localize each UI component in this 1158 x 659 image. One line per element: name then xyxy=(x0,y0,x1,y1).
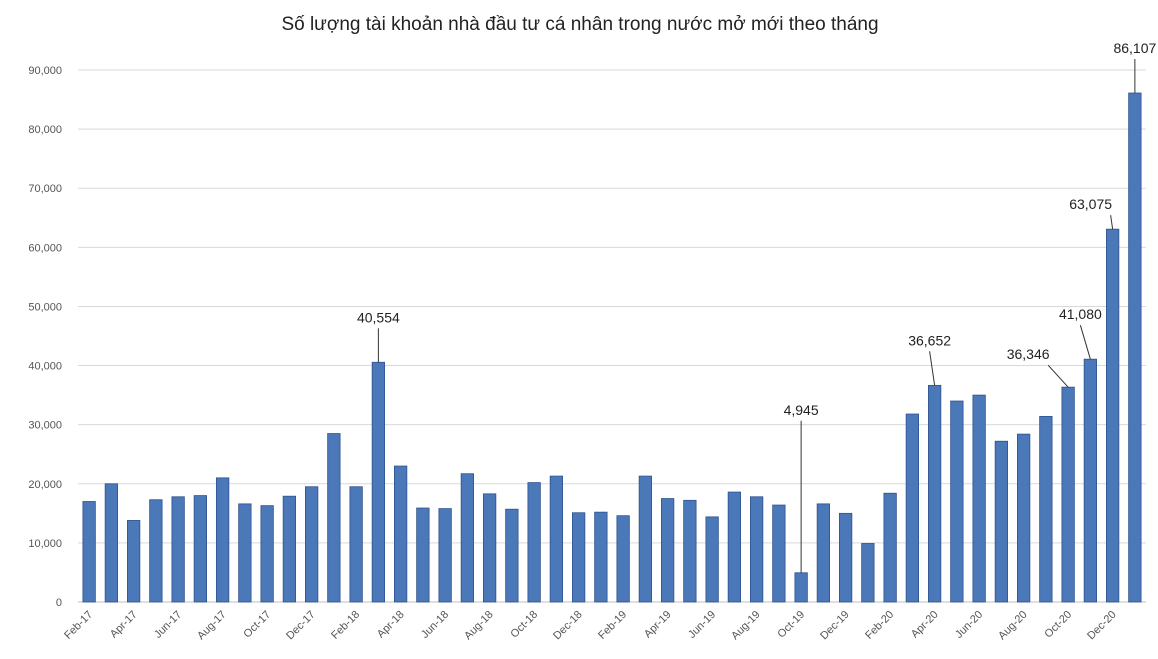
x-tick-label: Dec-20 xyxy=(1085,609,1119,643)
bar xyxy=(994,440,1009,603)
bar xyxy=(126,520,141,603)
y-tick-label: 40,000 xyxy=(28,361,62,373)
bar xyxy=(816,503,831,603)
bar xyxy=(1128,92,1142,603)
bar xyxy=(638,475,653,603)
bar xyxy=(1016,433,1031,603)
y-tick-label: 20,000 xyxy=(28,479,62,491)
bar xyxy=(571,512,586,603)
y-tick-label: 60,000 xyxy=(28,242,62,254)
bar xyxy=(304,486,319,603)
chart-title: Số lượng tài khoản nhà đầu tư cá nhân tr… xyxy=(281,14,878,35)
bar xyxy=(927,384,942,603)
value-label: 40,554 xyxy=(357,309,400,325)
x-tick-label: Aug-18 xyxy=(462,609,496,643)
bar xyxy=(193,495,208,603)
bar xyxy=(1061,386,1075,603)
bar xyxy=(1083,358,1098,603)
bar xyxy=(772,504,786,603)
y-tick-label: 90,000 xyxy=(28,65,62,77)
x-tick-label: Feb-18 xyxy=(329,609,362,642)
x-tick-label: Aug-17 xyxy=(195,609,229,643)
x-tick-label: Jun-18 xyxy=(419,609,451,641)
bar xyxy=(549,475,564,603)
x-tick-label: Oct-17 xyxy=(241,609,273,641)
x-tick-label: Jun-17 xyxy=(152,609,184,641)
y-tick-label: 30,000 xyxy=(28,420,62,432)
bar xyxy=(482,493,497,603)
bar xyxy=(393,465,408,603)
bar xyxy=(616,515,630,603)
x-tick-label: Feb-20 xyxy=(863,609,896,642)
y-tick-label: 50,000 xyxy=(28,301,62,313)
bar xyxy=(349,486,363,603)
bar xyxy=(238,503,252,603)
x-tick-label: Oct-20 xyxy=(1042,609,1074,641)
leader-line xyxy=(1047,364,1069,388)
x-tick-label: Feb-19 xyxy=(596,609,629,642)
bar xyxy=(727,491,742,603)
value-label: 4,945 xyxy=(784,402,819,418)
leader-line xyxy=(1110,215,1114,230)
x-tick-label: Jun-20 xyxy=(953,609,985,641)
value-label: 36,652 xyxy=(908,332,951,348)
bar xyxy=(905,413,920,603)
x-tick-label: Apr-17 xyxy=(108,609,140,641)
x-tick-label: Jun-19 xyxy=(686,609,718,641)
bar xyxy=(215,477,230,603)
x-tick-label: Dec-17 xyxy=(284,609,318,643)
bar xyxy=(705,516,719,603)
x-tick-label: Apr-20 xyxy=(909,609,941,641)
bar xyxy=(171,496,185,603)
bar xyxy=(883,492,897,603)
bar xyxy=(794,572,808,603)
value-label: 63,075 xyxy=(1069,196,1112,212)
bar xyxy=(683,499,697,603)
y-tick-label: 70,000 xyxy=(28,183,62,195)
bar xyxy=(282,495,297,603)
bar xyxy=(104,483,119,603)
bar xyxy=(594,511,608,603)
x-tick-label: Oct-18 xyxy=(508,609,540,641)
bar xyxy=(972,394,986,603)
bar xyxy=(660,498,675,603)
bar xyxy=(149,499,163,603)
bar xyxy=(950,400,964,603)
x-tick-label: Feb-17 xyxy=(62,609,95,642)
value-label: 41,080 xyxy=(1059,306,1102,322)
bar xyxy=(371,361,386,603)
x-tick-label: Aug-19 xyxy=(729,609,763,643)
x-tick-label: Dec-18 xyxy=(551,609,585,643)
leader-line xyxy=(1079,325,1091,360)
bar xyxy=(861,543,875,603)
bar xyxy=(82,501,96,603)
x-tick-label: Aug-20 xyxy=(996,609,1030,643)
bar xyxy=(327,433,341,603)
bar xyxy=(260,505,274,603)
x-tick-label: Apr-18 xyxy=(375,609,407,641)
y-tick-label: 80,000 xyxy=(28,124,62,136)
value-label: 36,346 xyxy=(1007,346,1050,362)
y-tick-label: 0 xyxy=(56,597,62,609)
bar xyxy=(1105,228,1120,603)
bar xyxy=(416,507,430,603)
bar xyxy=(1039,415,1053,603)
leader-line xyxy=(929,351,936,386)
bar xyxy=(838,512,853,603)
bar xyxy=(438,508,452,603)
bar xyxy=(505,508,519,603)
value-label: 86,107 xyxy=(1113,40,1156,56)
x-tick-label: Apr-19 xyxy=(642,609,674,641)
bar xyxy=(527,482,541,603)
x-tick-label: Oct-19 xyxy=(775,609,807,641)
y-tick-label: 10,000 xyxy=(28,538,62,550)
bar xyxy=(460,473,475,603)
x-tick-label: Dec-19 xyxy=(818,609,852,643)
bar xyxy=(749,496,764,603)
